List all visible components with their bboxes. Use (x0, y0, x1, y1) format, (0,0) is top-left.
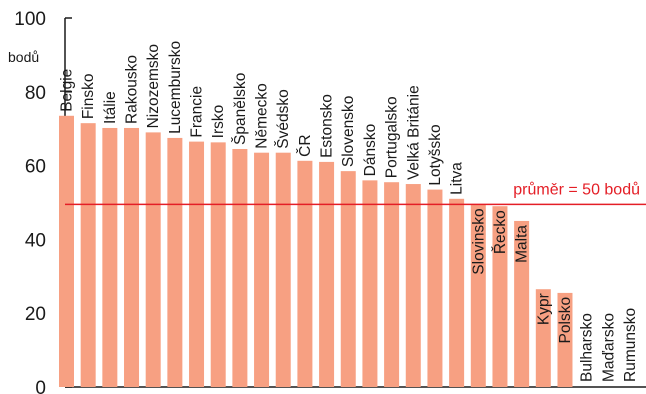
category-label: Rakousko (124, 55, 141, 124)
y-axis: 0 20 40 60 80 100 (14, 9, 646, 394)
category-label: Polsko (557, 297, 574, 344)
bar (470, 204, 486, 387)
category-label: Belgie (59, 69, 76, 112)
bar (319, 161, 335, 387)
category-label: Maďarsko (600, 313, 617, 382)
category-label: Španělsko (232, 73, 249, 145)
y-tick-label: 80 (25, 83, 46, 104)
category-label: Nizozemsko (145, 44, 162, 128)
category-label: Rumunsko (622, 308, 639, 382)
y-axis-unit-label: bodů (8, 49, 39, 65)
category-label: Portugalsko (384, 96, 401, 178)
bar (405, 184, 421, 387)
bar (427, 189, 443, 387)
bar (59, 115, 74, 387)
bar (492, 206, 508, 387)
bar (167, 137, 183, 387)
category-label: Lucembursko (167, 41, 184, 134)
category-label: Finsko (80, 74, 97, 120)
bar (102, 127, 118, 387)
bar (210, 142, 226, 387)
bar (362, 180, 378, 387)
bar (232, 148, 248, 387)
bars-group (59, 115, 573, 387)
bar (449, 198, 465, 387)
category-label: Bulharsko (579, 313, 596, 382)
category-label: Itálie (102, 91, 119, 124)
bar (340, 171, 356, 387)
category-label: Litva (449, 162, 466, 195)
bar (535, 289, 551, 387)
bar (514, 220, 530, 387)
bar (189, 141, 205, 387)
category-label: Lotyšsko (427, 124, 444, 185)
category-label: Slovinsko (470, 208, 487, 274)
category-label: Francie (189, 86, 206, 138)
y-tick-label: 20 (25, 304, 46, 325)
category-label: Kypr (535, 293, 552, 325)
bar (124, 127, 140, 387)
category-label: Irsko (210, 105, 227, 139)
bar (275, 152, 291, 387)
category-label: Slovensko (340, 96, 357, 168)
y-tick-label: 40 (25, 230, 46, 251)
category-label: Estonsko (319, 94, 336, 158)
bar (80, 123, 96, 387)
bar (254, 152, 270, 387)
y-tick-label: 0 (35, 378, 46, 394)
category-label: ČR (297, 134, 314, 156)
category-label: Švédsko (275, 89, 292, 148)
category-labels: Belgie Finsko Itálie Rakousko Nizozemsko Luce… (59, 41, 640, 382)
bar (384, 182, 400, 387)
bar (145, 132, 161, 387)
category-label: Dánsko (362, 124, 379, 177)
category-label: Německo (254, 83, 271, 148)
y-tick-label: 100 (14, 9, 46, 30)
category-label: Řecko (492, 210, 509, 254)
bar (297, 160, 313, 387)
category-label: Velká Británie (405, 85, 422, 180)
y-tick-label: 60 (25, 157, 46, 178)
category-label: Malta (514, 225, 531, 263)
bar (557, 292, 573, 387)
average-label: průměr = 50 bodů (513, 180, 640, 198)
